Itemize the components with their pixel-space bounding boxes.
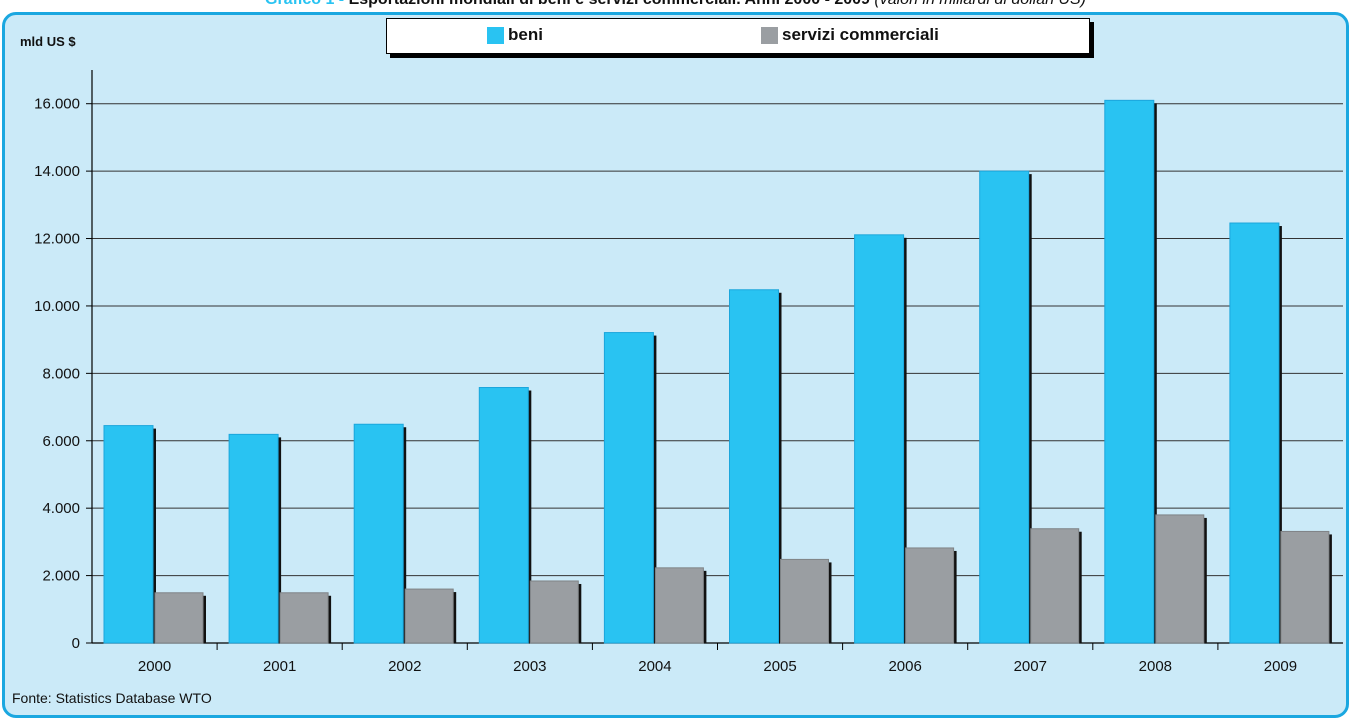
y-tick-label: 10.000 [34, 298, 80, 315]
x-tick-label: 2009 [1264, 658, 1297, 675]
chart-title-prefix: Grafico 1 - [265, 0, 349, 8]
x-tick-label: 2008 [1139, 658, 1172, 675]
x-tick-label: 2006 [888, 658, 921, 675]
y-tick-label: 2.000 [42, 568, 80, 585]
bar-beni-2005 [729, 289, 779, 644]
bar-servizi-2001 [279, 592, 329, 644]
x-tick-label: 2007 [1014, 658, 1047, 675]
bar-servizi-2007 [1030, 528, 1080, 644]
bar-servizi-2005 [780, 558, 829, 644]
bar-beni-2007 [979, 170, 1030, 644]
bar-servizi-2002 [404, 588, 454, 644]
bar-servizi-2004 [654, 567, 704, 644]
y-axis-label: mld US $ [20, 34, 76, 49]
bar-beni-2003 [478, 387, 529, 644]
bar-servizi-2009 [1280, 530, 1330, 644]
chart-title-note: (valori in miliardi di dollari US) [874, 0, 1086, 8]
legend-swatch-servizi [761, 26, 778, 44]
legend-swatch-beni [487, 26, 504, 44]
y-tick-label: 14.000 [34, 163, 80, 180]
x-tick-label: 2003 [513, 658, 546, 675]
bar-servizi-2006 [905, 547, 955, 644]
bar-servizi-2003 [529, 580, 579, 644]
bar-beni-2006 [854, 234, 905, 644]
bar-beni-2000 [103, 425, 154, 644]
y-tick-label: 8.000 [42, 365, 80, 382]
bar-beni-2009 [1229, 222, 1280, 644]
legend-item-beni: beni [487, 25, 543, 45]
y-tick-label: 0 [72, 635, 80, 652]
legend-label-beni: beni [508, 25, 543, 44]
bar-beni-2008 [1104, 99, 1155, 644]
bar-servizi-2008 [1155, 514, 1205, 644]
bar-servizi-2000 [154, 592, 204, 644]
bar-beni-2002 [353, 423, 404, 644]
x-tick-label: 2000 [138, 658, 171, 675]
bar-beni-2001 [228, 433, 279, 644]
x-tick-label: 2001 [263, 658, 296, 675]
y-tick-label: 12.000 [34, 231, 80, 248]
y-tick-label: 6.000 [42, 433, 80, 450]
x-tick-label: 2004 [638, 658, 671, 675]
legend-label-servizi: servizi commerciali [782, 25, 939, 44]
chart-title: Grafico 1 - Esportazioni mondiali di ben… [0, 0, 1351, 10]
chart-legend: beni servizi commerciali [386, 18, 1090, 54]
x-tick-label: 2002 [388, 658, 421, 675]
y-tick-label: 4.000 [42, 500, 80, 517]
chart-title-main: Esportazioni mondiali di beni e servizi … [349, 0, 870, 8]
bar-beni-2004 [603, 332, 654, 644]
source-note: Fonte: Statistics Database WTO [12, 690, 212, 706]
legend-item-servizi: servizi commerciali [761, 25, 939, 45]
y-tick-label: 16.000 [34, 96, 80, 113]
x-tick-label: 2005 [763, 658, 796, 675]
